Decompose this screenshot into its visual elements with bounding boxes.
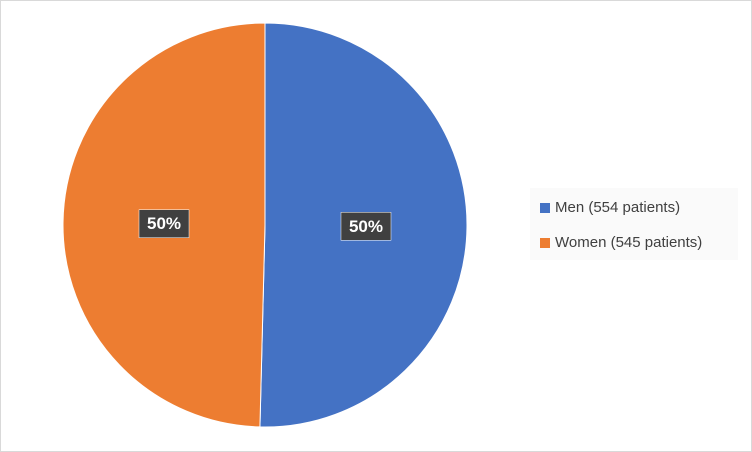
legend-label: Women (545 patients) [555,234,702,251]
legend-label: Men (554 patients) [555,199,680,216]
data-label: 50% [147,214,181,233]
legend-swatch [540,203,550,213]
data-label-box [340,212,392,241]
legend-box [530,188,738,260]
data-label: 50% [349,217,383,236]
legend-swatch [540,238,550,248]
data-label-box [138,209,190,238]
